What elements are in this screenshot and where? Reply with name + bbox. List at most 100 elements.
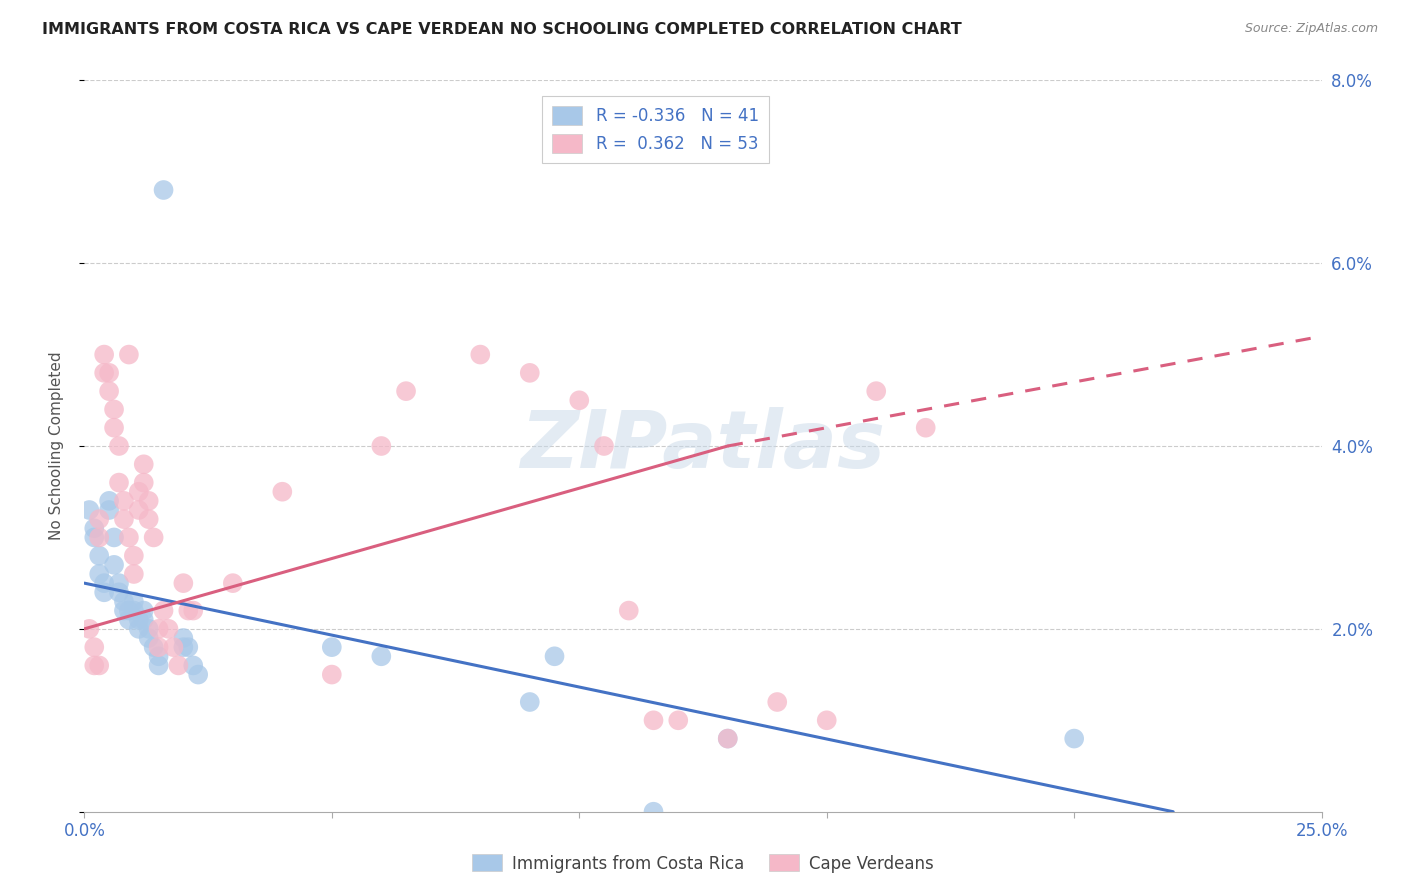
Point [643,805,665,819]
Point [666,714,689,728]
Point [162,640,184,655]
Point [112,494,135,508]
Y-axis label: No Schooling Completed: No Schooling Completed [49,351,63,541]
Point [519,695,541,709]
Point [103,530,125,544]
Point [717,731,740,746]
Point [83,530,105,544]
Point [89,658,111,673]
Point [98,503,121,517]
Point [118,613,141,627]
Point [370,439,392,453]
Point [152,183,174,197]
Point [142,530,165,544]
Point [89,512,111,526]
Point [132,613,155,627]
Point [98,366,121,380]
Point [321,667,343,681]
Point [543,649,565,664]
Point [187,667,209,681]
Point [89,530,111,544]
Point [118,604,141,618]
Point [118,347,141,362]
Point [89,567,111,582]
Point [83,521,105,535]
Point [766,695,789,709]
Legend: Immigrants from Costa Rica, Cape Verdeans: Immigrants from Costa Rica, Cape Verdean… [465,847,941,880]
Point [593,439,616,453]
Point [138,622,160,636]
Point [108,475,131,490]
Point [132,604,155,618]
Point [93,347,115,362]
Point [93,366,115,380]
Point [79,622,101,636]
Point [519,366,541,380]
Point [152,604,174,618]
Point [83,658,105,673]
Point [157,622,180,636]
Point [103,402,125,417]
Point [79,503,101,517]
Point [93,576,115,591]
Point [172,576,194,591]
Point [93,585,115,599]
Point [181,604,204,618]
Point [1063,731,1085,746]
Point [112,594,135,608]
Point [128,484,150,499]
Point [122,567,145,582]
Point [128,503,150,517]
Point [222,576,245,591]
Point [142,640,165,655]
Point [132,458,155,472]
Point [108,576,131,591]
Point [118,530,141,544]
Point [128,622,150,636]
Point [148,658,170,673]
Point [108,439,131,453]
Point [568,393,591,408]
Point [643,714,665,728]
Point [370,649,392,664]
Point [98,384,121,399]
Point [103,421,125,435]
Point [122,549,145,563]
Point [172,631,194,645]
Point [470,347,492,362]
Point [108,585,131,599]
Point [122,604,145,618]
Point [914,421,936,435]
Point [138,494,160,508]
Text: Source: ZipAtlas.com: Source: ZipAtlas.com [1244,22,1378,36]
Point [177,604,200,618]
Point [865,384,887,399]
Point [122,594,145,608]
Point [717,731,740,746]
Point [172,640,194,655]
Point [103,558,125,572]
Point [617,604,640,618]
Point [89,549,111,563]
Text: ZIPatlas: ZIPatlas [520,407,886,485]
Text: IMMIGRANTS FROM COSTA RICA VS CAPE VERDEAN NO SCHOOLING COMPLETED CORRELATION CH: IMMIGRANTS FROM COSTA RICA VS CAPE VERDE… [42,22,962,37]
Point [138,631,160,645]
Point [181,658,204,673]
Point [167,658,190,673]
Point [148,622,170,636]
Point [815,714,838,728]
Point [138,512,160,526]
Point [148,640,170,655]
Legend: R = -0.336   N = 41, R =  0.362   N = 53: R = -0.336 N = 41, R = 0.362 N = 53 [543,96,769,162]
Point [98,494,121,508]
Point [83,640,105,655]
Point [177,640,200,655]
Point [112,604,135,618]
Point [395,384,418,399]
Point [128,613,150,627]
Point [132,475,155,490]
Point [271,484,294,499]
Point [148,649,170,664]
Point [321,640,343,655]
Point [112,512,135,526]
